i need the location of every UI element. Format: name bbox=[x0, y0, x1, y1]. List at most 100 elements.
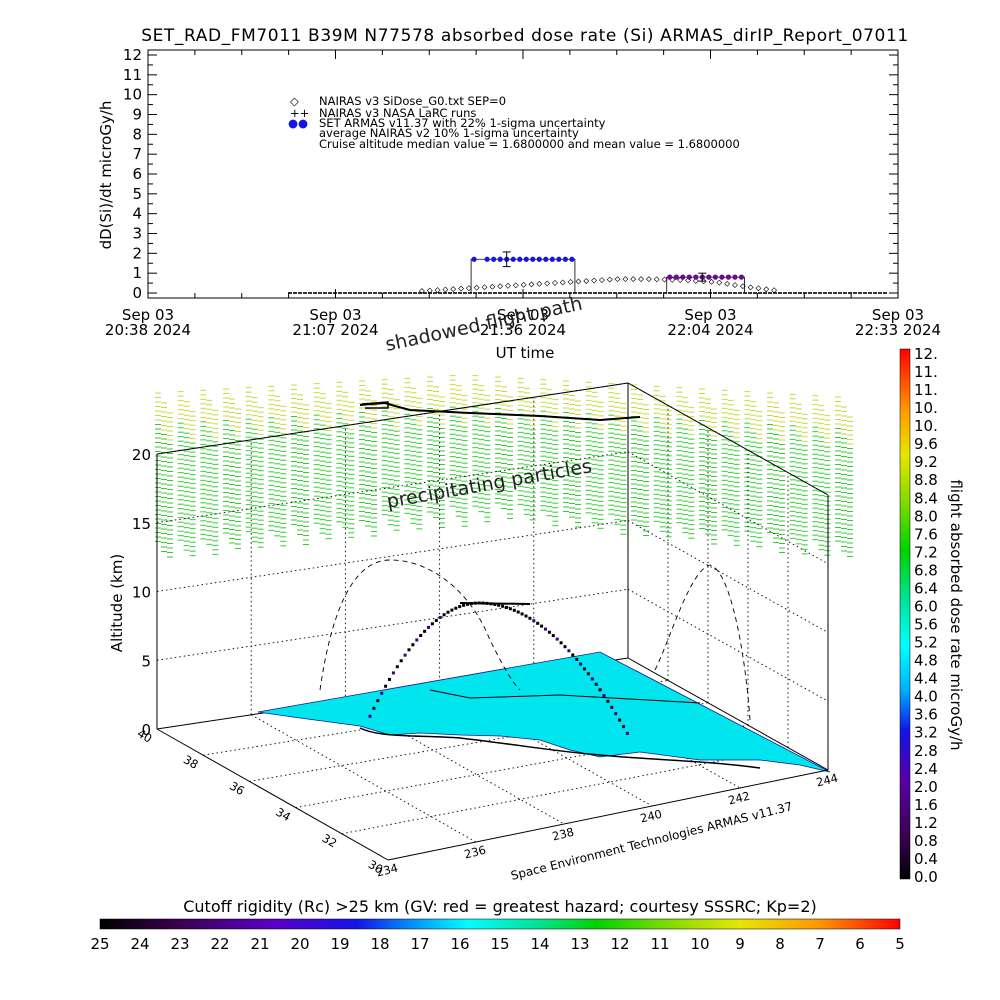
longitude-tick-label: 238 bbox=[551, 825, 576, 844]
flight-track-point bbox=[614, 712, 618, 716]
flight-track-point bbox=[602, 693, 606, 697]
legend-symbol: ◇ bbox=[290, 94, 299, 108]
flight-track-point bbox=[618, 718, 622, 722]
armas-point bbox=[673, 274, 679, 280]
armas-point bbox=[510, 256, 516, 262]
colorbar-tick-label: 14 bbox=[530, 935, 549, 953]
coastline bbox=[359, 727, 761, 769]
flight-track-point bbox=[438, 615, 442, 619]
nairas-diamond bbox=[544, 280, 551, 287]
flight-track-point bbox=[466, 602, 469, 606]
colorbar-tick-label: 2.8 bbox=[914, 742, 938, 760]
nairas-diamond bbox=[661, 276, 668, 283]
alt-grid-line bbox=[156, 588, 629, 661]
armas-point bbox=[693, 274, 699, 280]
flight-track-point bbox=[419, 634, 423, 638]
flight-track-point bbox=[559, 641, 563, 645]
colorbar-tick-label: 6 bbox=[855, 935, 865, 953]
longitude-tick-label: 244 bbox=[815, 771, 840, 790]
flight-track-point bbox=[524, 614, 528, 618]
legend-entry: SET ARMAS v11.37 with 22% 1-sigma uncert… bbox=[319, 116, 606, 130]
colorbar-tick-label: 4.8 bbox=[914, 652, 938, 670]
flight-track-point bbox=[403, 653, 407, 657]
colorbar-tick-label: 10 bbox=[690, 935, 709, 953]
nairas-diamond bbox=[692, 277, 699, 284]
y-axis-label: dD(Si)/dt microGy/h bbox=[97, 101, 115, 250]
flight-track-point bbox=[536, 621, 540, 625]
colorbar-tick-label: 19 bbox=[330, 935, 349, 953]
nairas-diamond bbox=[763, 286, 770, 293]
nairas-diamond bbox=[771, 287, 778, 294]
nairas-diamond bbox=[708, 278, 715, 285]
flight-track-point bbox=[625, 731, 629, 735]
flight-track-point bbox=[415, 638, 419, 642]
alt-grid-line bbox=[156, 520, 629, 592]
colorbar-tick-label: 6.8 bbox=[914, 561, 938, 579]
flight-track-point bbox=[547, 630, 551, 634]
latitude-tick-label: 34 bbox=[273, 805, 293, 824]
plot-box bbox=[156, 382, 829, 843]
nairas-diamond bbox=[575, 278, 582, 285]
armas-point bbox=[667, 274, 673, 280]
nairas-diamond bbox=[583, 278, 590, 284]
longitude-tick-label: 234 bbox=[375, 861, 400, 880]
colorbar-tick-label: 4.0 bbox=[914, 688, 938, 706]
flight-track-point bbox=[462, 603, 466, 607]
nairas-diamond bbox=[591, 277, 598, 284]
colorbar-tick-label: 2.0 bbox=[914, 778, 938, 796]
nairas-diamond bbox=[520, 281, 527, 288]
flight-track-point bbox=[501, 604, 505, 608]
colorbar-tick-label: 1.6 bbox=[914, 796, 938, 814]
nairas-diamond bbox=[559, 279, 566, 286]
cutoff-rigidity-colorbar: Cutoff rigidity (Rc) >25 km (GV: red = g… bbox=[90, 897, 904, 953]
nairas-diamond bbox=[724, 280, 731, 287]
colorbar-tick-label: 5.2 bbox=[914, 634, 938, 652]
colorbar-tick-label: 23 bbox=[170, 935, 189, 953]
colorbar-tick-label: 5 bbox=[895, 935, 905, 953]
nairas-diamond bbox=[505, 282, 511, 289]
armas-point bbox=[517, 256, 523, 262]
colorbar-tick-label: 13 bbox=[570, 935, 589, 953]
flight-track-point bbox=[442, 613, 446, 617]
flight-track-point bbox=[516, 610, 520, 614]
alt-grid-line bbox=[627, 520, 829, 633]
armas-point bbox=[719, 274, 725, 280]
y-tick-label: 4 bbox=[132, 205, 142, 223]
latitude-tick-label: 36 bbox=[227, 779, 247, 798]
flight-track-point bbox=[446, 610, 450, 614]
nairas-diamond bbox=[481, 284, 488, 291]
armas-point bbox=[732, 274, 738, 280]
x-tick-time: 21:36 2024 bbox=[480, 321, 566, 339]
y-tick-label: 0 bbox=[132, 284, 142, 302]
nairas-diamond bbox=[747, 284, 754, 291]
flight-track-point bbox=[423, 629, 427, 633]
track-projection bbox=[654, 564, 751, 721]
legend-symbol: ●● bbox=[288, 116, 308, 130]
x-tick-date: Sep 03 bbox=[309, 306, 361, 324]
colorbar-tick-label: 3.2 bbox=[914, 724, 938, 742]
nairas-diamond bbox=[426, 287, 433, 294]
longitude-tick-label: 236 bbox=[463, 843, 488, 862]
nairas-diamond bbox=[732, 282, 738, 288]
flight-track-point bbox=[427, 625, 430, 629]
colorbar-tick-label: 0.4 bbox=[914, 850, 938, 868]
colorbar-tick-label: 7.2 bbox=[914, 543, 938, 561]
floor-grid-line bbox=[341, 747, 789, 835]
flight-track-3d: 0 5 10 15 20 30 32 34 36 38 40 234 236 238 240 242 244 A… bbox=[108, 293, 853, 883]
longitude-tick-label: 240 bbox=[639, 807, 664, 826]
flight-track-point bbox=[505, 605, 508, 609]
flight-track-point bbox=[458, 605, 462, 609]
flight-track-point bbox=[450, 608, 454, 612]
flight-track-point bbox=[454, 606, 458, 610]
armas-point bbox=[484, 256, 490, 262]
colorbar-tick-label: 1.2 bbox=[914, 814, 938, 832]
armas-envelope bbox=[666, 276, 745, 293]
armas-point bbox=[471, 256, 477, 262]
flight-track-point bbox=[520, 612, 524, 616]
colorbar-tick-label: 16 bbox=[450, 935, 469, 953]
armas-point bbox=[497, 256, 503, 262]
flight-track-point bbox=[571, 653, 575, 657]
altitude-tick-label: 15 bbox=[132, 515, 151, 533]
colorbar-tick-label: 9.2 bbox=[914, 453, 938, 471]
